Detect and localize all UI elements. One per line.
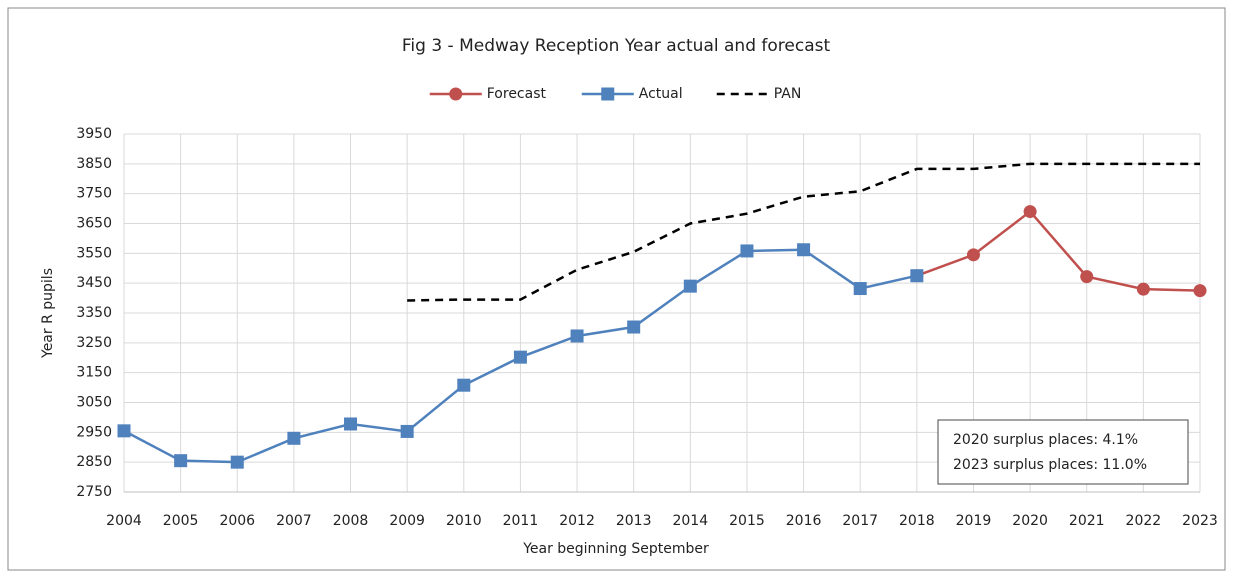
x-tick-label: 2015 — [729, 513, 765, 529]
x-tick-label: 2018 — [899, 513, 935, 529]
x-tick-label: 2009 — [389, 513, 425, 529]
y-tick-label: 2950 — [76, 424, 112, 440]
y-tick-label: 3050 — [76, 395, 112, 411]
point — [457, 378, 471, 392]
y-tick-label: 3950 — [76, 126, 112, 142]
x-tick-label: 2012 — [559, 513, 595, 529]
point — [601, 87, 615, 101]
legend-label: Forecast — [487, 86, 547, 102]
annotation-box — [937, 419, 1189, 485]
x-tick-label: 2019 — [956, 513, 992, 529]
x-tick-label: 2016 — [786, 513, 822, 529]
y-tick-label: 3450 — [76, 275, 112, 291]
point — [1193, 284, 1207, 298]
x-tick-label: 2017 — [842, 513, 878, 529]
point — [287, 431, 301, 445]
x-tick-label: 2005 — [163, 513, 199, 529]
x-tick-label: 2022 — [1126, 513, 1162, 529]
x-tick-label: 2020 — [1012, 513, 1048, 529]
chart-frame — [7, 7, 1226, 571]
point — [740, 244, 754, 258]
point — [117, 424, 131, 438]
point — [449, 87, 463, 101]
y-tick-label: 3250 — [76, 335, 112, 351]
point — [683, 279, 697, 293]
point — [853, 282, 867, 296]
annotation: 2020 surplus places: 4.1% — [953, 432, 1138, 448]
point — [570, 329, 584, 343]
point — [797, 243, 811, 257]
point — [627, 320, 641, 334]
y-axis-label: Year R pupils — [40, 268, 56, 359]
x-tick-label: 2014 — [672, 513, 708, 529]
chart-title: Fig 3 - Medway Reception Year actual and… — [402, 36, 831, 56]
y-tick-label: 3150 — [76, 365, 112, 381]
point — [174, 454, 188, 468]
x-tick-label: 2008 — [333, 513, 369, 529]
x-axis-label: Year beginning September — [522, 541, 709, 557]
point — [910, 269, 924, 283]
annotation: 2023 surplus places: 11.0% — [953, 457, 1147, 473]
y-tick-label: 3650 — [76, 216, 112, 232]
legend-label: PAN — [774, 86, 802, 102]
y-tick-label: 3850 — [76, 156, 112, 172]
legend-label: Actual — [639, 86, 683, 102]
point — [230, 455, 244, 469]
x-tick-label: 2006 — [219, 513, 255, 529]
y-tick-label: 2850 — [76, 454, 112, 470]
point — [1136, 282, 1150, 296]
point — [344, 417, 358, 431]
point — [966, 248, 980, 262]
x-tick-label: 2010 — [446, 513, 482, 529]
point — [513, 350, 527, 364]
y-tick-label: 2750 — [76, 484, 112, 500]
point — [1080, 270, 1094, 284]
series-line — [916, 209, 1201, 292]
point — [1023, 205, 1037, 219]
plot-area: 2750 2850 2950 3050 3150 3250 3350 3450 3550 3650… — [76, 86, 1217, 529]
y-tick-label: 3350 — [76, 305, 112, 321]
x-tick-label: 2004 — [106, 513, 142, 529]
x-tick-label: 2021 — [1069, 513, 1105, 529]
x-tick-label: 2007 — [276, 513, 312, 529]
x-tick-label: 2013 — [616, 513, 652, 529]
x-tick-label: 2023 — [1182, 513, 1218, 529]
y-tick-label: 3550 — [76, 245, 112, 261]
y-tick-label: 3750 — [76, 186, 112, 202]
x-tick-label: 2011 — [503, 513, 539, 529]
point — [400, 424, 414, 438]
